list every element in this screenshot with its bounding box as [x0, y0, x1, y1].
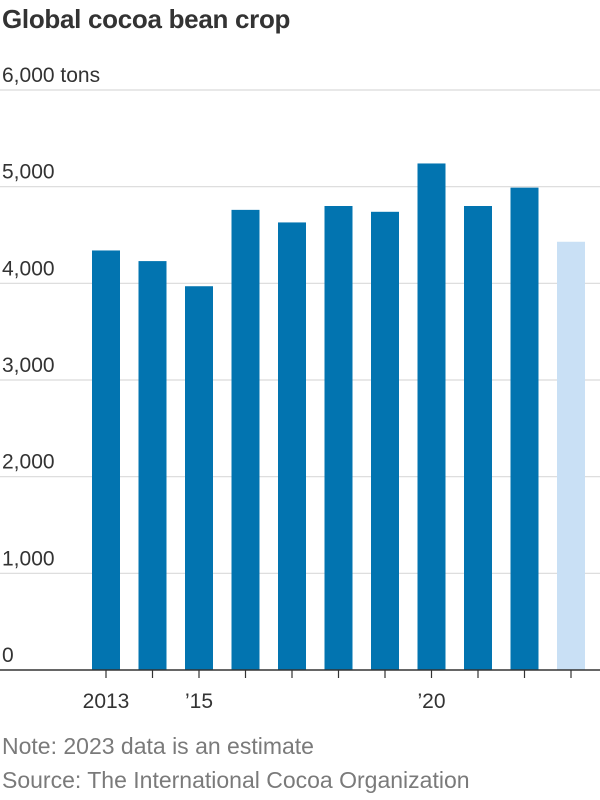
y-tick-label: 1,000 — [2, 547, 55, 570]
x-tick-label: ’15 — [185, 690, 213, 713]
bar — [464, 206, 492, 670]
bar — [417, 163, 446, 670]
y-tick-label: 4,000 — [2, 257, 55, 280]
bar — [510, 187, 539, 670]
y-tick-label: 5,000 — [2, 161, 55, 184]
chart-title: Global cocoa bean crop — [2, 4, 291, 34]
bar — [185, 286, 213, 670]
chart-note: Note: 2023 data is an estimate — [2, 733, 314, 759]
y-tick-label: 3,000 — [2, 354, 55, 377]
y-tick-label: 2,000 — [2, 451, 55, 474]
y-tick-label: 6,000 tons — [2, 64, 100, 87]
x-tick-label: 2013 — [83, 690, 130, 713]
bar — [371, 211, 399, 671]
bar — [138, 261, 167, 670]
bar-chart: 0 1,000 2,000 3,000 4,000 5,000 6,000 tons 2013… — [0, 64, 600, 713]
y-tick-label: 0 — [2, 644, 14, 667]
chart-source: Source: The International Cocoa Organiza… — [2, 767, 470, 793]
bar — [324, 206, 353, 670]
bar — [278, 222, 306, 670]
x-tick-label: ’20 — [417, 690, 445, 713]
bar — [92, 250, 120, 670]
bar-estimate — [557, 241, 585, 670]
bar — [231, 209, 260, 670]
